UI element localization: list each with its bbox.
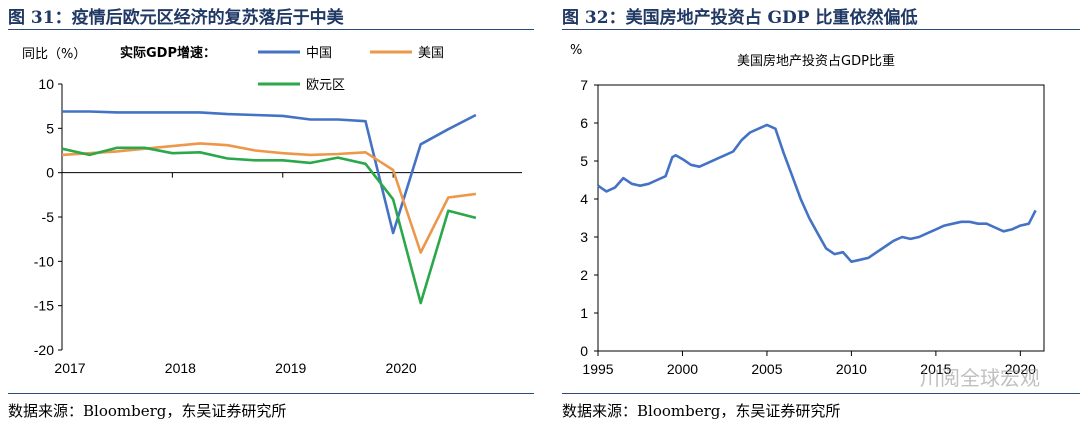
y-tick-label: 4 — [580, 191, 588, 207]
x-tick-label: 2010 — [836, 361, 867, 377]
y-tick-label: 5 — [580, 153, 588, 169]
legend-label-2: 欧元区 — [306, 78, 345, 93]
panel-right: 图 32：美国房地产投资占 GDP 比重依然偏低 % 美国房地产投资占GDP比重 7… — [548, 0, 1080, 424]
y-tick-label: 10 — [38, 76, 54, 92]
y-axis-unit: % — [570, 43, 582, 58]
y-tick-label: 0 — [46, 165, 54, 181]
chart-title: 美国房地产投资占GDP比重 — [737, 53, 895, 69]
y-tick-label: 5 — [46, 120, 54, 136]
x-tick-label: 2020 — [386, 360, 417, 376]
y-tick-label: 7 — [580, 77, 588, 93]
plot-frame — [597, 84, 1045, 352]
series-line-0 — [597, 123, 1037, 264]
x-tick-label: 2018 — [165, 360, 196, 376]
source-rule — [8, 393, 534, 394]
y-tick-label: -20 — [34, 342, 54, 358]
source-rule — [562, 393, 1080, 394]
y-tick-label: 1 — [580, 305, 588, 321]
series-line-1 — [61, 142, 477, 254]
x-tick-label: 2000 — [667, 361, 698, 377]
legend-title: 实际GDP增速： — [120, 45, 216, 61]
y-tick-label: -10 — [34, 253, 54, 269]
source-note: 数据来源：Bloomberg，东吴证券研究所 — [562, 402, 841, 420]
source-note: 数据来源：Bloomberg，东吴证券研究所 — [8, 402, 287, 420]
x-tick-label: 2020 — [1005, 361, 1036, 377]
y-tick-label: 6 — [580, 115, 588, 131]
y-tick-label: 2 — [580, 267, 588, 283]
x-tick-label: 1995 — [582, 361, 613, 377]
y-tick-label: 3 — [580, 229, 588, 245]
legend-label-1: 美国 — [418, 46, 444, 61]
series-line-0 — [62, 110, 477, 235]
watermark: 川阅全球宏观 — [920, 366, 1040, 390]
y-tick-label: -5 — [42, 209, 55, 225]
x-tick-label: 2005 — [751, 361, 782, 377]
x-tick-label: 2017 — [54, 360, 85, 376]
legend-label-0: 中国 — [306, 46, 332, 61]
y-tick-label: 0 — [580, 343, 588, 359]
title-rule — [562, 29, 1080, 30]
figure-32-title: 图 32：美国房地产投资占 GDP 比重依然偏低 — [562, 8, 918, 28]
x-tick-label: 2015 — [920, 361, 951, 377]
y-tick-label: -15 — [34, 298, 54, 314]
real-estate-investment-chart: % 美国房地产投资占GDP比重 7 6 5 4 3 2 1 0 1995 2000 2005 2010 20… — [570, 43, 1045, 377]
title-rule — [8, 29, 534, 30]
y-axis-label: 同比（%） — [22, 47, 86, 62]
figure-31-title: 图 31：疫情后欧元区经济的复苏落后于中美 — [8, 8, 344, 28]
x-tick-label: 2019 — [275, 360, 306, 376]
series-line-2 — [61, 146, 477, 305]
panel-left: 图 31：疫情后欧元区经济的复苏落后于中美 同比（%） 实际GDP增速： 10 5 0 -… — [0, 0, 534, 424]
